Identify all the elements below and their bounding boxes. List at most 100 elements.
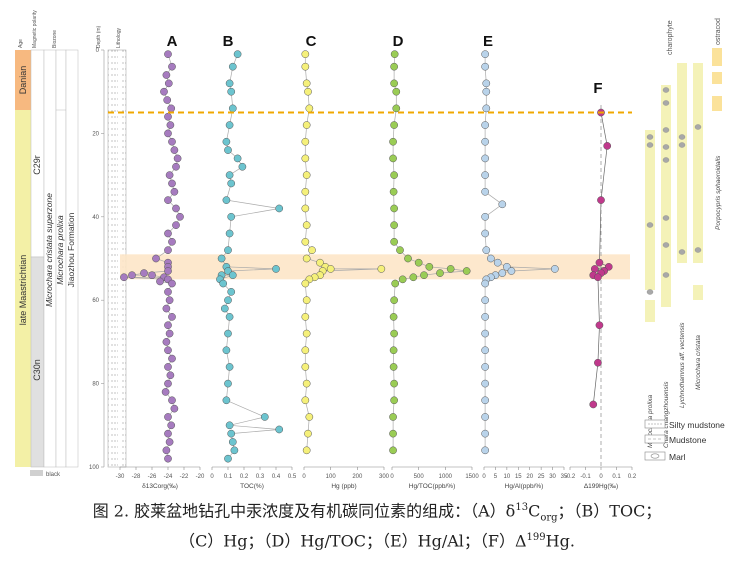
data-point-B xyxy=(260,413,269,421)
data-point-C xyxy=(301,187,310,196)
data-point-B xyxy=(224,329,232,338)
data-point-C xyxy=(308,246,316,255)
data-point-B xyxy=(222,346,231,355)
data-point-E xyxy=(481,313,489,321)
formation-unit xyxy=(65,49,79,468)
panel-letter-A: A xyxy=(167,33,178,50)
data-point-E xyxy=(481,121,489,129)
charophyte-label: charophyte xyxy=(667,20,674,55)
x-tick-label: 0 xyxy=(482,474,486,480)
data-point-F xyxy=(603,142,612,150)
range-chara-changzhouensis xyxy=(661,85,671,307)
x-tick-label: -24 xyxy=(164,474,173,480)
x-tick-label: 1500 xyxy=(465,474,479,480)
data-point-B xyxy=(275,204,284,213)
data-point-D xyxy=(390,121,398,129)
fossil-label-cristata: Microchara cristata xyxy=(695,335,702,390)
data-point-A xyxy=(173,154,182,163)
x-tick-label: -0.1 xyxy=(580,474,591,480)
data-point-A xyxy=(164,363,172,371)
data-point-A xyxy=(120,273,128,282)
data-point-B xyxy=(230,446,239,455)
data-point-D xyxy=(389,313,398,321)
data-point-E xyxy=(481,329,489,338)
data-point-A xyxy=(164,346,172,355)
data-point-A xyxy=(172,221,180,229)
data-point-E xyxy=(481,50,489,59)
data-point-D xyxy=(414,258,423,267)
data-point-A xyxy=(162,338,171,346)
data-point-E xyxy=(481,429,489,438)
age-late-maastrichtian: late Maastrichtian xyxy=(18,255,28,326)
data-point-B xyxy=(224,379,232,388)
data-point-C xyxy=(301,363,310,371)
panel-letter-D: D xyxy=(393,33,404,50)
data-point-B xyxy=(227,179,236,188)
data-point-B xyxy=(225,313,234,321)
x-tick-label: 0.3 xyxy=(256,474,265,480)
data-point-B xyxy=(233,154,242,163)
data-point-A xyxy=(148,271,156,280)
data-point-D xyxy=(390,237,398,246)
data-point-B xyxy=(225,171,234,179)
data-point-F xyxy=(594,358,602,367)
data-point-E xyxy=(507,267,516,275)
data-point-B xyxy=(228,62,237,71)
data-point-A xyxy=(164,379,172,388)
data-point-E xyxy=(481,346,489,355)
data-point-A xyxy=(164,196,172,204)
figure-canvas: Age Magnetic polarity Biozone Danian lat… xyxy=(15,10,725,490)
data-point-B xyxy=(228,271,237,280)
polarity-c29r: C29r xyxy=(32,155,42,175)
data-point-A xyxy=(170,404,179,413)
data-point-A xyxy=(168,279,176,288)
range-porpocypris xyxy=(712,48,722,66)
caption-line1-sup: 13 xyxy=(515,502,529,513)
panel-C: C 0 100 200 300 Hg (ppb) xyxy=(301,33,390,490)
data-point-C xyxy=(301,62,310,71)
age-danian: Danian xyxy=(18,66,28,95)
data-point-D xyxy=(392,104,401,113)
data-point-A xyxy=(165,438,174,446)
lithology-title: Lithology xyxy=(116,27,122,48)
data-point-A xyxy=(164,112,172,121)
data-point-A xyxy=(152,254,160,263)
data-point-E xyxy=(482,87,491,96)
data-point-D xyxy=(446,265,455,273)
x-tick-label: 200 xyxy=(352,474,363,480)
data-point-A xyxy=(128,271,136,280)
data-point-A xyxy=(168,396,176,405)
data-point-C xyxy=(302,79,311,88)
danian-unit xyxy=(15,50,31,110)
data-point-D xyxy=(389,429,397,438)
series-line-E xyxy=(484,54,555,451)
x-tick-label: 0.5 xyxy=(288,474,297,480)
data-point-E xyxy=(481,137,489,146)
data-point-D xyxy=(390,296,398,305)
data-point-C xyxy=(301,313,310,321)
data-point-D xyxy=(462,267,471,275)
strat-column: Age Magnetic polarity Biozone Danian lat… xyxy=(15,10,79,478)
data-point-C xyxy=(302,221,311,229)
data-point-E xyxy=(482,104,491,113)
x-tick-label: 500 xyxy=(414,474,425,480)
polarity-c30n: C30n xyxy=(32,359,42,381)
ostracod-label: ostracod xyxy=(715,18,722,45)
x-axis-label-C: Hg (ppb) xyxy=(331,483,356,490)
data-point-A xyxy=(164,454,172,463)
x-tick-label: 0.2 xyxy=(628,474,637,480)
data-point-C xyxy=(301,50,310,59)
panel-F: F -0.2 -0.1 0 0.1 0.2 Δ199Hg(‰) xyxy=(565,80,637,490)
x-axis-label-A: δ13Corg(‰) xyxy=(142,483,178,490)
data-point-D xyxy=(425,262,434,271)
data-point-A xyxy=(162,71,171,79)
data-point-B xyxy=(224,146,232,154)
polarity-header: Magnetic polarity xyxy=(32,10,38,48)
data-point-C xyxy=(304,87,312,96)
data-point-A xyxy=(164,50,172,59)
data-point-A xyxy=(140,269,148,277)
data-point-F xyxy=(595,321,604,330)
x-tick-label: 0 xyxy=(599,474,603,480)
data-point-C xyxy=(301,137,310,146)
data-point-B xyxy=(228,104,237,113)
